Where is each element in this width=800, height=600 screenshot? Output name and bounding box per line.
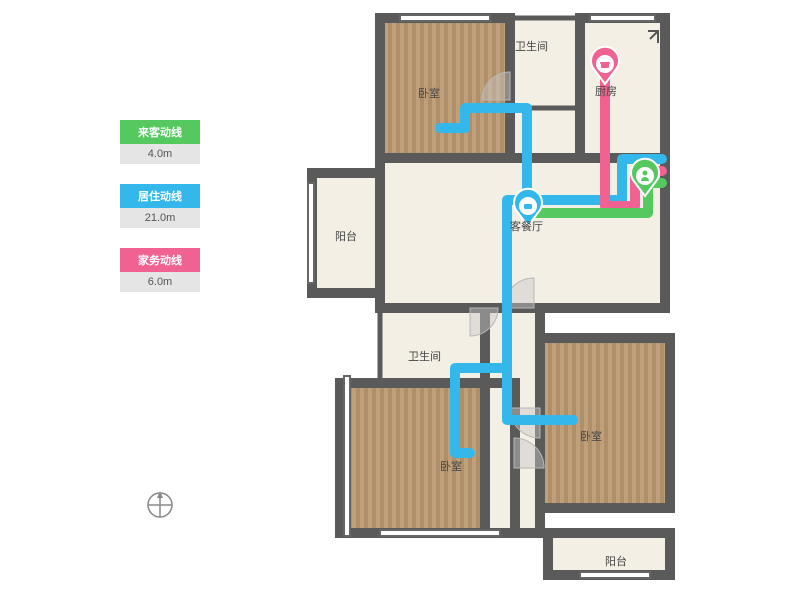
compass-icon [145, 490, 175, 520]
floor-plan: 卧室卫生间厨房阳台客餐厅卫生间卧室卧室阳台 [300, 8, 720, 588]
window [400, 15, 490, 21]
window [308, 183, 314, 283]
room-kitchen [580, 18, 665, 158]
legend-item-chore: 家务动线 6.0m [120, 248, 200, 292]
legend-value-guest: 4.0m [120, 144, 200, 164]
window [580, 572, 650, 578]
room-label-bath_top: 卫生间 [515, 38, 548, 54]
legend-item-living: 居住动线 21.0m [120, 184, 200, 228]
room-hall_connector [510, 108, 580, 158]
legend-title-living: 居住动线 [120, 184, 200, 208]
legend-value-chore: 6.0m [120, 272, 200, 292]
floor-plan-svg [300, 8, 720, 588]
room-label-living: 客餐厅 [510, 218, 543, 234]
window [344, 376, 350, 536]
room-label-kitchen: 厨房 [595, 83, 617, 99]
room-label-balcony_br: 阳台 [605, 553, 627, 569]
legend-item-guest: 来客动线 4.0m [120, 120, 200, 164]
room-label-bath_mid: 卫生间 [408, 348, 441, 364]
room-label-bedroom_bl: 卧室 [440, 458, 462, 474]
room-label-bedroom_br: 卧室 [580, 428, 602, 444]
legend-value-living: 21.0m [120, 208, 200, 228]
room-bath_top [510, 18, 580, 108]
legend-title-guest: 来客动线 [120, 120, 200, 144]
legend-title-chore: 家务动线 [120, 248, 200, 272]
room-label-balcony_left: 阳台 [335, 228, 357, 244]
window [380, 530, 500, 536]
window [590, 15, 655, 21]
legend: 来客动线 4.0m 居住动线 21.0m 家务动线 6.0m [120, 120, 200, 312]
room-label-bedroom_tl: 卧室 [418, 85, 440, 101]
